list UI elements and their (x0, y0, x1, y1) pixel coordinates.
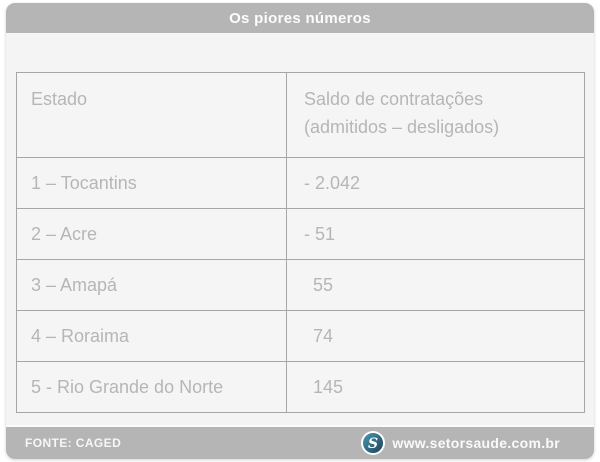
footer-bar: FONTE: CAGED S www.setorsaude.com.br (6, 427, 594, 459)
column-header-saldo-line2: (admitidos – desligados) (304, 116, 500, 137)
state-cell: 1 – Tocantins (16, 157, 287, 209)
content-area: Estado Saldo de contratações (admitidos … (6, 33, 594, 425)
column-header-saldo: Saldo de contratações (admitidos – desli… (286, 72, 585, 158)
balance-cell: 145 (286, 361, 585, 413)
table-row: 3 – Amapá 55 (16, 259, 585, 311)
table-header-row: Estado Saldo de contratações (admitidos … (16, 72, 585, 158)
column-header-saldo-line1: Saldo de contratações (304, 89, 484, 109)
table-row: 4 – Roraima 74 (16, 310, 585, 362)
site-group: S www.setorsaude.com.br (361, 431, 560, 455)
balance-cell: - 2.042 (286, 157, 585, 209)
footer-divider (6, 425, 594, 427)
worst-numbers-table: Estado Saldo de contratações (admitidos … (16, 72, 585, 413)
balance-cell: - 51 (286, 208, 585, 260)
state-cell: 2 – Acre (16, 208, 287, 260)
site-url: www.setorsaude.com.br (392, 435, 560, 451)
column-header-estado: Estado (16, 72, 287, 158)
table-row: 2 – Acre - 51 (16, 208, 585, 260)
state-cell: 5 - Rio Grande do Norte (16, 361, 287, 413)
svg-text:S: S (368, 436, 378, 452)
source-label: FONTE: CAGED (25, 436, 122, 450)
page-title: Os piores números (229, 9, 371, 27)
balance-cell: 55 (286, 259, 585, 311)
balance-cell: 74 (286, 310, 585, 362)
table-row: 5 - Rio Grande do Norte 145 (16, 361, 585, 413)
state-cell: 4 – Roraima (16, 310, 287, 362)
infographic-card: Os piores números Estado Saldo de contra… (6, 3, 594, 459)
setorsaude-logo-icon: S (361, 431, 386, 455)
title-bar: Os piores números (6, 3, 594, 33)
table-row: 1 – Tocantins - 2.042 (16, 157, 585, 209)
state-cell: 3 – Amapá (16, 259, 287, 311)
